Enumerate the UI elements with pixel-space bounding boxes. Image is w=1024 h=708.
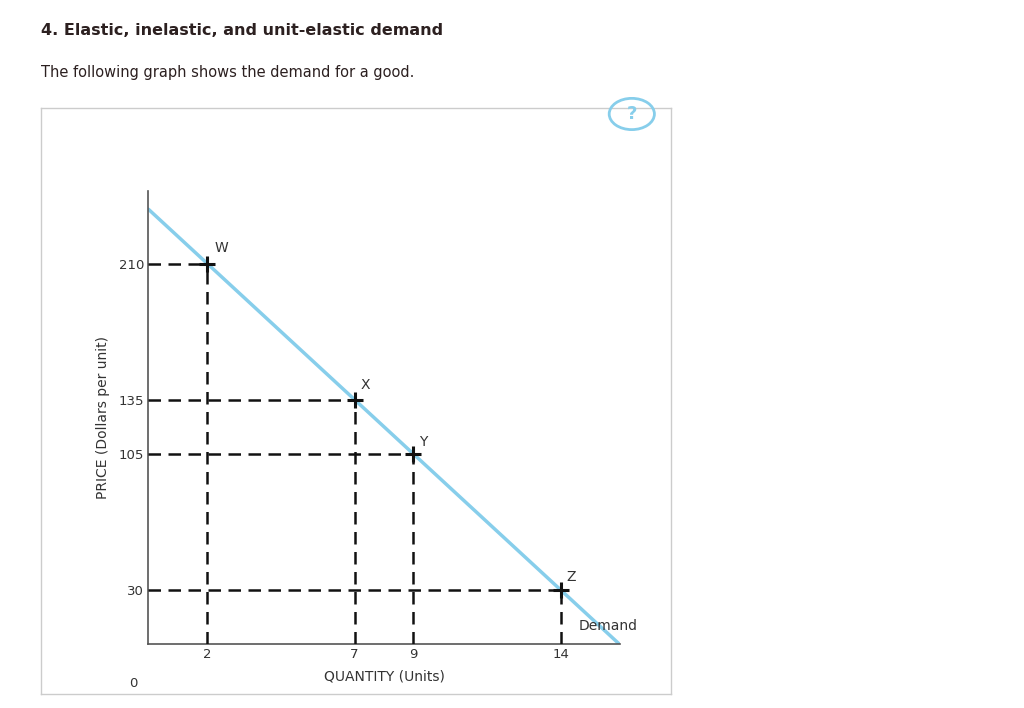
X-axis label: QUANTITY (Units): QUANTITY (Units) xyxy=(324,670,444,684)
Y-axis label: PRICE (Dollars per unit): PRICE (Dollars per unit) xyxy=(96,336,111,499)
Text: ?: ? xyxy=(627,105,637,123)
Text: X: X xyxy=(360,378,370,392)
Text: The following graph shows the demand for a good.: The following graph shows the demand for… xyxy=(41,65,415,80)
Text: W: W xyxy=(215,241,228,255)
Text: Demand: Demand xyxy=(579,619,637,633)
Text: Z: Z xyxy=(566,571,577,585)
Text: Y: Y xyxy=(420,435,428,449)
Text: 0: 0 xyxy=(130,677,138,690)
Text: 4. Elastic, inelastic, and unit-elastic demand: 4. Elastic, inelastic, and unit-elastic … xyxy=(41,23,443,38)
